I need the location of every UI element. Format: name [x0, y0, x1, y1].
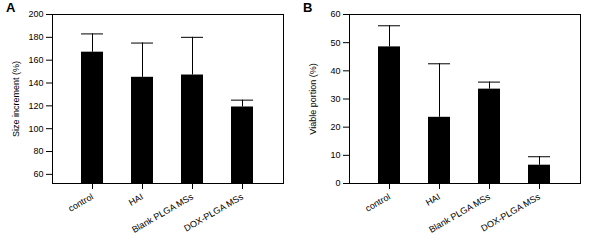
svg-text:HAI: HAI [127, 192, 145, 208]
svg-text:160: 160 [28, 55, 43, 65]
svg-text:200: 200 [28, 9, 43, 19]
svg-text:30: 30 [330, 94, 340, 104]
svg-text:Size increment (%): Size increment (%) [11, 61, 21, 137]
svg-text:60: 60 [33, 169, 43, 179]
svg-text:DOX-PLGA MSs: DOX-PLGA MSs [479, 191, 542, 233]
svg-text:Blank PLGA MSs: Blank PLGA MSs [130, 191, 195, 235]
svg-text:Viable portion (%): Viable portion (%) [308, 63, 318, 134]
svg-text:Blank PLGA MSs: Blank PLGA MSs [427, 191, 492, 235]
svg-text:60: 60 [330, 9, 340, 19]
svg-text:140: 140 [28, 78, 43, 88]
svg-text:HAI: HAI [424, 192, 442, 208]
svg-text:120: 120 [28, 101, 43, 111]
svg-text:DOX-PLGA MSs: DOX-PLGA MSs [182, 191, 245, 233]
svg-text:20: 20 [330, 122, 340, 132]
svg-text:control: control [364, 192, 392, 214]
svg-text:control: control [67, 192, 95, 214]
html-text:B: B [303, 0, 313, 15]
svg-text:180: 180 [28, 32, 43, 42]
svg-text:10: 10 [330, 150, 340, 160]
svg-text:0: 0 [335, 178, 340, 188]
svg-text:80: 80 [33, 146, 43, 156]
svg-text:40: 40 [330, 66, 340, 76]
html-text:A: A [6, 0, 16, 15]
svg-text:50: 50 [330, 38, 340, 48]
svg-text:100: 100 [28, 124, 43, 134]
